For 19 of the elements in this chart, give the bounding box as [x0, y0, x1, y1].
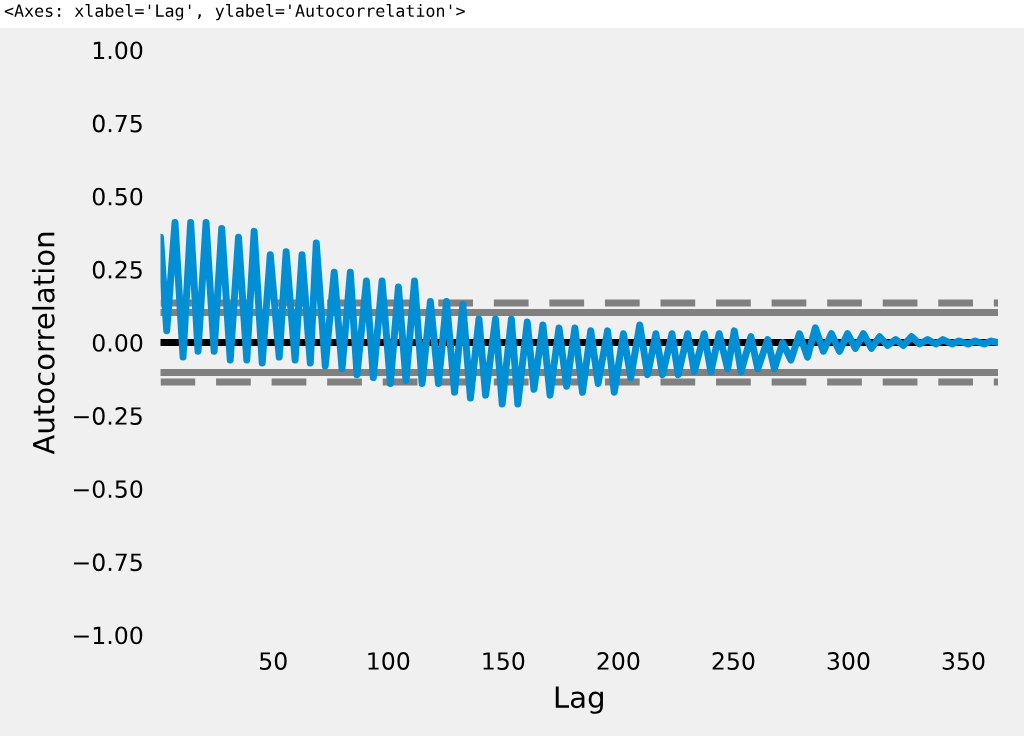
y-tick-label: −0.25 — [73, 407, 142, 425]
y-tick-label: 0.25 — [92, 260, 142, 279]
y-tick-label: −0.50 — [73, 480, 143, 499]
x-tick-label: 100 — [368, 652, 410, 670]
x-tick-label: 50 — [260, 652, 287, 670]
x-tick-label: 200 — [597, 652, 640, 670]
y-axis-title: Autocorrelation — [32, 232, 55, 455]
y-tick-label: −0.75 — [73, 553, 142, 572]
x-tick-label: 350 — [942, 652, 985, 670]
y-tick-label: 0.00 — [92, 333, 143, 352]
y-tick-label: 0.75 — [92, 114, 142, 133]
x-axis-title: Lag — [555, 686, 603, 714]
x-tick-label: 150 — [483, 652, 525, 670]
text: <Axes: xlabel='Lag', ylabel='Autocorrelation'> — [4, 4, 465, 21]
y-tick-label: 1.00 — [93, 41, 143, 60]
x-tick-label: 250 — [712, 652, 755, 670]
y-tick-label: −1.00 — [73, 626, 143, 645]
y-tick-label: 0.50 — [92, 187, 143, 206]
x-tick-label: 300 — [827, 652, 870, 670]
